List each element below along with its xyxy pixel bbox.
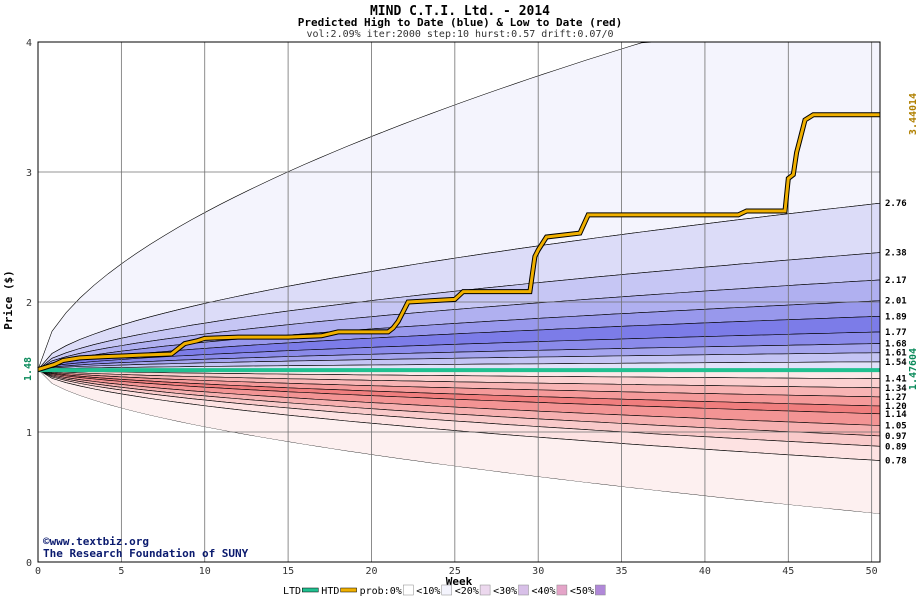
legend-swatch-6 — [556, 584, 568, 596]
x-axis-label: Week — [446, 575, 473, 588]
right-label-17: 0.78 — [885, 457, 907, 467]
right-label-11: 1.27 — [885, 393, 907, 403]
right-label-4: 1.89 — [885, 312, 907, 322]
right-label-3: 2.01 — [885, 297, 907, 307]
y-tick-3: 3 — [26, 168, 32, 179]
y-tick-4: 4 — [26, 38, 32, 49]
legend-label-0: LTD — [283, 586, 301, 597]
credit-website: ©www.textbiz.org — [43, 535, 149, 548]
legend: LTD HTD prob:0% <10% <20% <30% <40% <50% — [283, 584, 606, 597]
right-label-13: 1.14 — [885, 410, 907, 420]
right-label-7: 1.61 — [885, 349, 907, 359]
y-axis-label: Price ($) — [2, 270, 15, 330]
legend-line-0 — [302, 587, 319, 593]
legend-swatch-7 — [595, 584, 606, 596]
data-series — [37, 112, 880, 373]
y-tick-2: 2 — [26, 298, 32, 309]
start-price-label: 1.48 — [23, 357, 34, 381]
x-tick-20: 20 — [365, 566, 377, 577]
legend-label-2: prob:0% — [360, 586, 402, 597]
legend-swatch-4 — [479, 584, 491, 596]
right-label-6: 1.68 — [885, 340, 907, 350]
legend-label-1: HTD — [321, 586, 339, 597]
right-value-labels: 2.76 2.38 2.17 2.01 1.89 1.77 1.681.611.54 1.41… — [885, 199, 907, 466]
chart-title: MIND C.T.I. Ltd. - 2014 — [370, 4, 550, 19]
band-lower-outside — [38, 369, 880, 562]
right-label-16: 0.89 — [885, 442, 907, 452]
x-tick-40: 40 — [699, 566, 711, 577]
legend-label-4: <20% — [455, 586, 479, 597]
htd-line — [37, 113, 880, 372]
right-label-12: 1.20 — [885, 402, 907, 412]
x-tick-50: 50 — [866, 566, 878, 577]
right-label-1: 2.38 — [885, 249, 907, 259]
right-label-5: 1.77 — [885, 328, 907, 338]
credit-organization: The Research Foundation of SUNY — [43, 547, 249, 560]
chart-params: vol:2.09% iter:2000 step:10 hurst:0.57 d… — [306, 29, 613, 40]
right-label-14: 1.05 — [885, 422, 907, 432]
right-label-9: 1.41 — [885, 375, 907, 385]
x-tick-45: 45 — [782, 566, 794, 577]
legend-label-7: <50% — [570, 586, 594, 597]
legend-label-6: <40% — [532, 586, 556, 597]
y-tick-0: 0 — [26, 558, 32, 569]
legend-swatch-3 — [441, 584, 452, 596]
x-tick-10: 10 — [199, 566, 211, 577]
chart-subtitle: Predicted High to Date (blue) & Low to D… — [298, 16, 623, 29]
x-tick-0: 0 — [35, 566, 41, 577]
legend-label-5: <30% — [493, 586, 517, 597]
ltd-current-label: 1.47604 — [908, 348, 919, 390]
x-tick-15: 15 — [282, 566, 294, 577]
band-upper-outside — [38, 42, 880, 370]
right-label-0: 2.76 — [885, 199, 907, 209]
right-label-8: 1.54 — [885, 358, 907, 368]
x-tick-30: 30 — [532, 566, 544, 577]
x-tick-35: 35 — [616, 566, 628, 577]
htd-current-label: 3.44014 — [908, 93, 919, 135]
legend-line-1 — [340, 587, 357, 593]
right-label-2: 2.17 — [885, 276, 907, 286]
plot-frame — [37, 41, 881, 563]
right-label-15: 0.97 — [885, 432, 907, 442]
x-tick-5: 5 — [118, 566, 124, 577]
legend-swatch-2 — [403, 584, 414, 596]
band-high-inner — [38, 361, 880, 370]
legend-swatch-5 — [518, 584, 529, 596]
x-tick-25: 25 — [449, 566, 461, 577]
axes: 0 5 10 15 20 25 30 35 40 45 50 0 1 2 3 4 — [26, 38, 881, 577]
legend-label-3: <10% — [416, 586, 440, 597]
y-tick-1: 1 — [26, 428, 32, 439]
right-label-10: 1.34 — [885, 384, 907, 394]
